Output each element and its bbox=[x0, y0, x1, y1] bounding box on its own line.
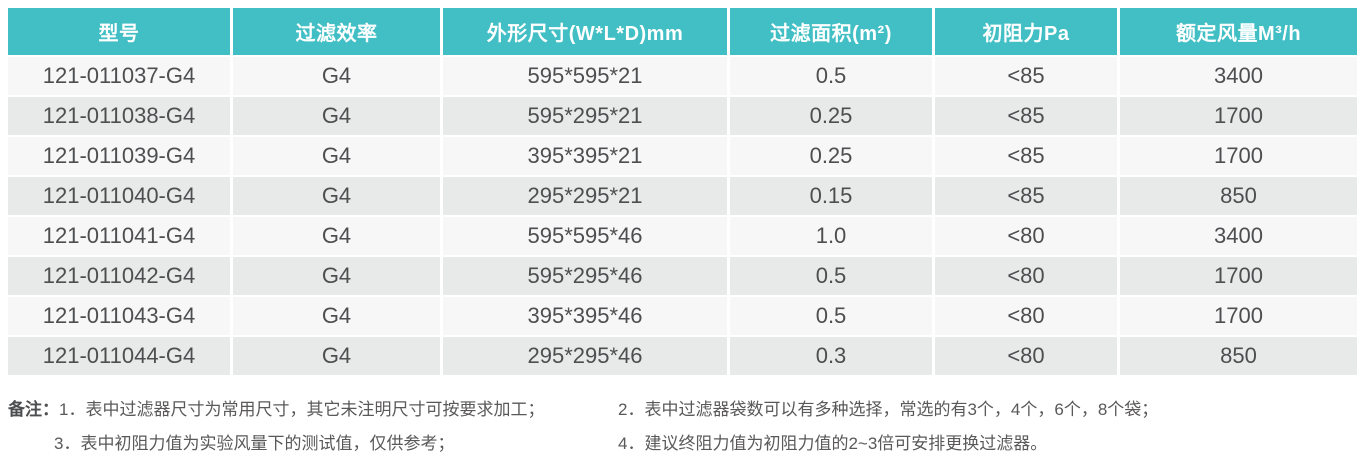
note-4: 4．建议终阻力值为初阻力值的2~3倍可安排更换过滤器。 bbox=[618, 433, 1048, 453]
table-row: 121-011039-G4 G4 395*395*21 0.25 <85 170… bbox=[8, 137, 1357, 177]
cell-dimensions: 595*295*21 bbox=[443, 97, 730, 137]
filter-spec-table: 型号 过滤效率 外形尺寸(W*L*D)mm 过滤面积(m²) 初阻力Pa 额定风… bbox=[8, 8, 1357, 377]
cell-model: 121-011037-G4 bbox=[8, 57, 233, 97]
cell-rated-airflow: 1700 bbox=[1120, 137, 1357, 177]
cell-initial-resistance: <85 bbox=[935, 57, 1120, 97]
cell-rated-airflow: 1700 bbox=[1120, 257, 1357, 297]
cell-efficiency: G4 bbox=[233, 97, 443, 137]
column-header-rated-airflow: 额定风量M³/h bbox=[1120, 8, 1357, 57]
cell-dimensions: 595*595*46 bbox=[443, 217, 730, 257]
table-row: 121-011038-G4 G4 595*295*21 0.25 <85 170… bbox=[8, 97, 1357, 137]
cell-rated-airflow: 850 bbox=[1120, 337, 1357, 377]
cell-dimensions: 595*595*21 bbox=[443, 57, 730, 97]
note-line-2-left: 3．表中初阻力值为实验风量下的测试值，仅供参考； bbox=[8, 432, 608, 457]
table-row: 121-011040-G4 G4 295*295*21 0.15 <85 850 bbox=[8, 177, 1357, 217]
cell-filter-area: 0.3 bbox=[730, 337, 935, 377]
cell-initial-resistance: <80 bbox=[935, 297, 1120, 337]
note-line-1-right: 2．表中过滤器袋数可以有多种选择，常选的有3个，4个，6个，8个袋； bbox=[618, 398, 1357, 423]
cell-dimensions: 395*395*46 bbox=[443, 297, 730, 337]
cell-dimensions: 395*395*21 bbox=[443, 137, 730, 177]
cell-model: 121-011040-G4 bbox=[8, 177, 233, 217]
cell-initial-resistance: <80 bbox=[935, 257, 1120, 297]
cell-model: 121-011041-G4 bbox=[8, 217, 233, 257]
cell-efficiency: G4 bbox=[233, 57, 443, 97]
cell-model: 121-011038-G4 bbox=[8, 97, 233, 137]
cell-rated-airflow: 850 bbox=[1120, 177, 1357, 217]
remarks-label: 备注： bbox=[8, 400, 59, 419]
cell-initial-resistance: <85 bbox=[935, 177, 1120, 217]
cell-rated-airflow: 1700 bbox=[1120, 297, 1357, 337]
cell-filter-area: 0.5 bbox=[730, 297, 935, 337]
column-header-initial-resistance: 初阻力Pa bbox=[935, 8, 1120, 57]
cell-filter-area: 0.5 bbox=[730, 257, 935, 297]
cell-initial-resistance: <85 bbox=[935, 97, 1120, 137]
note-2: 2．表中过滤器袋数可以有多种选择，常选的有3个，4个，6个，8个袋； bbox=[618, 400, 1159, 419]
cell-filter-area: 0.15 bbox=[730, 177, 935, 217]
column-header-efficiency: 过滤效率 bbox=[233, 8, 443, 57]
cell-rated-airflow: 1700 bbox=[1120, 97, 1357, 137]
cell-dimensions: 295*295*21 bbox=[443, 177, 730, 217]
table-row: 121-011042-G4 G4 595*295*46 0.5 <80 1700 bbox=[8, 257, 1357, 297]
note-line-1-left: 备注：1．表中过滤器尺寸为常用尺寸，其它未注明尺寸可按要求加工； bbox=[8, 398, 608, 423]
table-header-row: 型号 过滤效率 外形尺寸(W*L*D)mm 过滤面积(m²) 初阻力Pa 额定风… bbox=[8, 8, 1357, 57]
cell-efficiency: G4 bbox=[233, 257, 443, 297]
cell-model: 121-011042-G4 bbox=[8, 257, 233, 297]
cell-filter-area: 0.25 bbox=[730, 97, 935, 137]
column-header-filter-area: 过滤面积(m²) bbox=[730, 8, 935, 57]
cell-dimensions: 295*295*46 bbox=[443, 337, 730, 377]
cell-efficiency: G4 bbox=[233, 137, 443, 177]
column-header-dimensions: 外形尺寸(W*L*D)mm bbox=[443, 8, 730, 57]
cell-efficiency: G4 bbox=[233, 217, 443, 257]
note-3: 3．表中初阻力值为实验风量下的测试值，仅供参考； bbox=[54, 433, 455, 453]
cell-efficiency: G4 bbox=[233, 177, 443, 217]
cell-efficiency: G4 bbox=[233, 337, 443, 377]
cell-model: 121-011043-G4 bbox=[8, 297, 233, 337]
column-header-model: 型号 bbox=[8, 8, 233, 57]
cell-filter-area: 0.25 bbox=[730, 137, 935, 177]
note-line-2-right: 4．建议终阻力值为初阻力值的2~3倍可安排更换过滤器。 bbox=[618, 432, 1357, 457]
note-1: 1．表中过滤器尺寸为常用尺寸，其它未注明尺寸可按要求加工； bbox=[59, 400, 545, 419]
table-row: 121-011044-G4 G4 295*295*46 0.3 <80 850 bbox=[8, 337, 1357, 377]
table-row: 121-011037-G4 G4 595*595*21 0.5 <85 3400 bbox=[8, 57, 1357, 97]
cell-efficiency: G4 bbox=[233, 297, 443, 337]
cell-filter-area: 0.5 bbox=[730, 57, 935, 97]
cell-rated-airflow: 3400 bbox=[1120, 217, 1357, 257]
cell-initial-resistance: <80 bbox=[935, 337, 1120, 377]
cell-model: 121-011044-G4 bbox=[8, 337, 233, 377]
cell-rated-airflow: 3400 bbox=[1120, 57, 1357, 97]
table-row: 121-011041-G4 G4 595*595*46 1.0 <80 3400 bbox=[8, 217, 1357, 257]
cell-initial-resistance: <80 bbox=[935, 217, 1120, 257]
cell-initial-resistance: <85 bbox=[935, 137, 1120, 177]
cell-dimensions: 595*295*46 bbox=[443, 257, 730, 297]
cell-model: 121-011039-G4 bbox=[8, 137, 233, 177]
table-row: 121-011043-G4 G4 395*395*46 0.5 <80 1700 bbox=[8, 297, 1357, 337]
remarks-section: 备注：1．表中过滤器尺寸为常用尺寸，其它未注明尺寸可按要求加工； 2．表中过滤器… bbox=[8, 398, 1357, 456]
cell-filter-area: 1.0 bbox=[730, 217, 935, 257]
